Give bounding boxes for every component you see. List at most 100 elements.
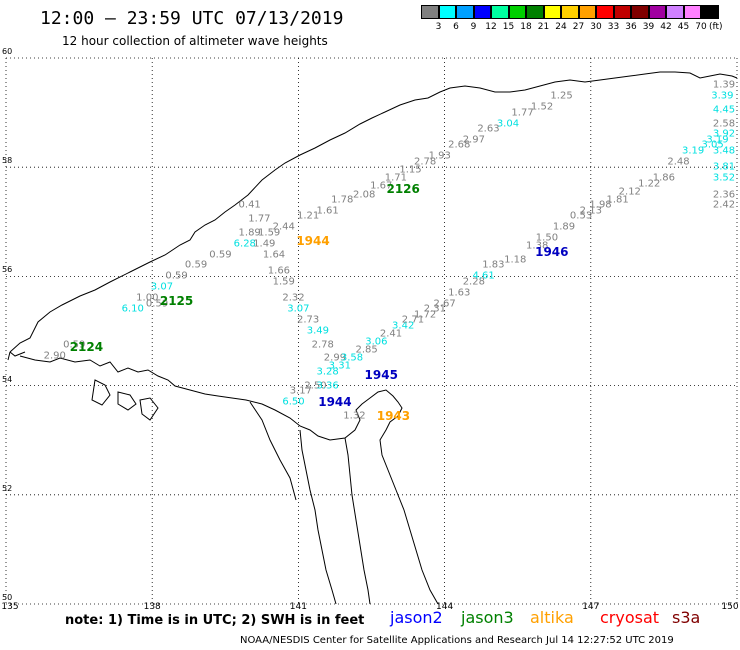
pass-time-label: 2124 <box>69 340 104 355</box>
wave-height-value: 3.42 <box>392 320 415 332</box>
wave-height-value: 2.08 <box>353 189 376 200</box>
color-scale-label: 70 <box>695 22 707 32</box>
wave-height-value: 1.00 <box>136 292 159 304</box>
wave-height-value: 3.04 <box>496 118 520 130</box>
wave-height-value: 1.38 <box>526 240 549 252</box>
wave-height-value: 2.42 <box>712 199 736 211</box>
longitude-label: 150 <box>721 602 739 612</box>
wave-height-value: 1.61 <box>316 205 339 217</box>
wave-height-value: 2.12 <box>618 186 641 198</box>
coastline-sakhalin-west <box>344 437 371 605</box>
latitude-label: 58 <box>2 156 13 166</box>
color-scale-label: 27 <box>572 22 585 32</box>
color-scale-unit: (ft) <box>709 22 723 32</box>
wave-height-value: 3.39 <box>711 90 734 102</box>
wave-height-value: 0.53 <box>569 210 593 222</box>
coastline-shantar-3 <box>139 397 159 421</box>
wave-height-value: 2.36 <box>712 189 736 200</box>
pass-time-label: 2125 <box>159 293 194 308</box>
wave-height-value: 1.59 <box>258 227 281 239</box>
color-scale-swatch <box>596 5 614 19</box>
color-scale-label: 9 <box>470 22 477 32</box>
wave-height-value: 0.59 <box>165 270 188 282</box>
color-scale-labels: 3 6 9 12 15 18 21 24 27 30 33 36 39 42 45 70 (ft) <box>421 22 740 34</box>
wave-height-value: 3.05 <box>701 139 724 151</box>
coastline-okhotsk-north <box>9 71 738 353</box>
legend-item-jason2: jason2 <box>390 608 443 627</box>
color-scale-swatch <box>561 5 579 19</box>
wave-height-value: 2.41 <box>379 328 403 340</box>
graticule <box>5 57 738 605</box>
wave-height-value: 2.44 <box>272 221 295 233</box>
pass-time-label: 1944 <box>318 394 352 409</box>
color-scale-label: 30 <box>590 22 602 32</box>
legend-item-s3a: s3a <box>672 608 701 627</box>
color-scale-label: 45 <box>677 22 690 32</box>
wave-height-value: 2.13 <box>579 205 602 217</box>
color-scale-label: 21 <box>537 22 550 32</box>
wave-height-value: 1.78 <box>331 194 354 206</box>
color-scale-label: 39 <box>642 22 655 32</box>
wave-height-value: 2.85 <box>355 344 378 356</box>
wave-height-value: 3.58 <box>340 352 364 364</box>
color-scale-swatch <box>666 5 684 19</box>
wave-height-value: 2.58 <box>712 118 736 130</box>
latitude-label: 56 <box>2 265 13 275</box>
wave-height-value: 3.07 <box>287 303 310 315</box>
color-scale-label: 36 <box>625 22 637 32</box>
wave-height-value: 2.63 <box>477 123 500 135</box>
color-scale-swatch <box>508 5 526 19</box>
wave-height-value: 1.72 <box>413 309 437 321</box>
wave-height-value: 1.66 <box>267 265 291 277</box>
coastline-shantar-2 <box>117 391 137 411</box>
color-scale-bar <box>421 5 719 19</box>
wave-height-value: 1.81 <box>606 194 629 206</box>
wave-height-value: 2.99 <box>323 352 347 364</box>
wave-height-value: 3.81 <box>712 161 736 173</box>
wave-height-value: 2.90 <box>43 350 66 362</box>
wave-height-value: 2.78 <box>413 156 437 168</box>
latitude-label: 54 <box>2 374 13 384</box>
coastline-bay <box>249 401 297 501</box>
wave-height-value: 2.31 <box>423 303 446 315</box>
map-title: 12:00 – 23:59 UTC 07/13/2019 <box>40 8 344 29</box>
color-scale-label: 18 <box>520 22 532 32</box>
wave-height-value: 3.49 <box>306 325 330 337</box>
wave-height-value: 1.67 <box>370 180 393 192</box>
wave-height-value: 1.18 <box>504 254 527 266</box>
wave-height-value: 3.19 <box>681 145 705 157</box>
color-scale-swatch <box>491 5 509 19</box>
wave-height-value: 2.71 <box>401 314 425 326</box>
color-scale-swatch <box>473 5 491 19</box>
latitude-label: 60 <box>2 47 13 56</box>
wave-height-value: 1.89 <box>552 221 576 233</box>
longitude-label: 147 <box>582 602 600 612</box>
wave-height-value: 1.50 <box>535 232 559 244</box>
wave-height-value: 1.77 <box>248 213 271 225</box>
wave-height-value: 2.97 <box>462 134 485 146</box>
wave-height-value: 0.59 <box>209 249 232 261</box>
wave-height-value: 3.31 <box>328 360 351 372</box>
longitude-label: 135 <box>1 602 19 612</box>
wave-height-value: 3.36 <box>316 380 339 392</box>
color-scale-swatch <box>631 5 649 19</box>
wave-height-value: 1.49 <box>253 238 276 250</box>
coastline-okhotsk-north-inland <box>7 351 26 361</box>
pass-time-label: 1945 <box>364 367 398 382</box>
color-scale-swatch <box>421 5 439 19</box>
wave-height-value: 1.52 <box>530 101 554 113</box>
color-scale-swatch <box>648 5 666 19</box>
wave-height-value: 1.63 <box>448 287 471 299</box>
map-subtitle: 12 hour collection of altimeter wave hei… <box>62 34 328 48</box>
wave-height-value: 1.59 <box>272 276 295 288</box>
wave-height-value: 0.59 <box>63 339 86 351</box>
wave-height-value: 3.48 <box>712 145 736 157</box>
wave-height-value: 2.48 <box>667 156 690 168</box>
wave-height-value: 1.21 <box>297 210 320 222</box>
wave-height-value: 4.61 <box>472 270 495 282</box>
wave-height-value: 2.68 <box>448 139 471 151</box>
color-scale-swatch <box>683 5 701 19</box>
color-scale-swatch <box>578 5 596 19</box>
